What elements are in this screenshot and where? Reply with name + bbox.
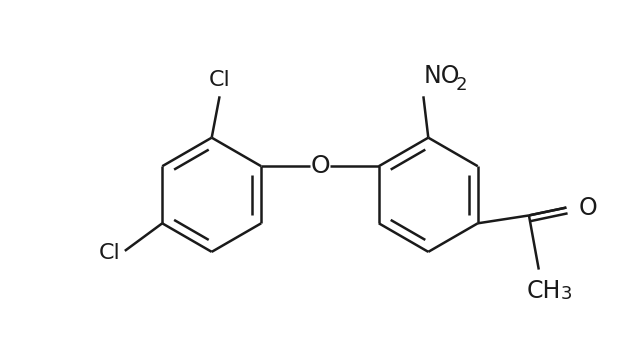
Text: O: O: [578, 196, 597, 220]
Text: 2: 2: [456, 76, 467, 94]
Text: O: O: [310, 154, 330, 178]
Text: NO: NO: [424, 64, 460, 88]
Text: CH: CH: [527, 279, 561, 303]
Text: 3: 3: [561, 285, 572, 303]
Text: Cl: Cl: [99, 243, 121, 263]
Text: Cl: Cl: [209, 70, 230, 90]
